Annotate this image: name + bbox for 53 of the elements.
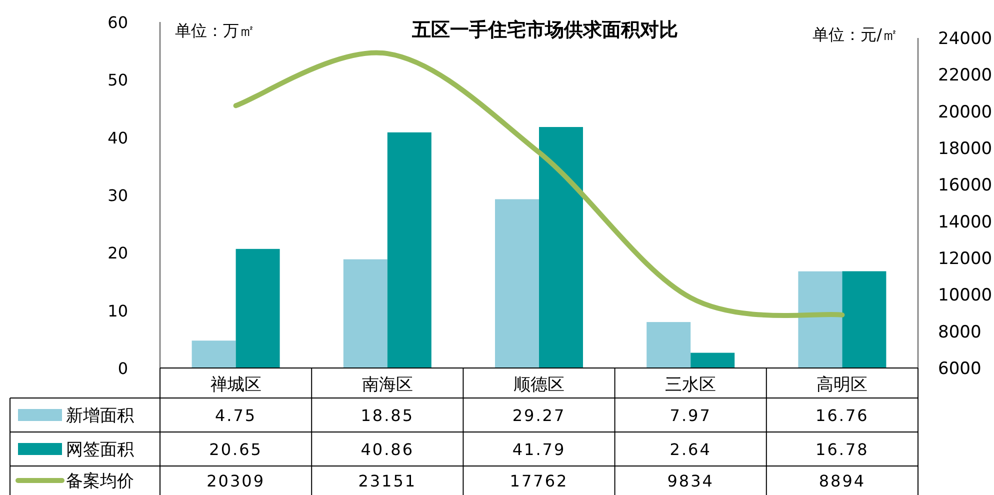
bar — [842, 271, 886, 368]
legend-label: 备案均价 — [66, 472, 134, 492]
y-tick-label: 40 — [108, 128, 128, 148]
data-label: 29.27 — [512, 406, 566, 425]
legend-label: 新增面积 — [66, 406, 134, 426]
bar — [236, 248, 280, 368]
bar — [343, 259, 388, 368]
y-tick-label: 50 — [108, 70, 128, 90]
chart-title: 五区一手住宅市场供求面积对比 — [411, 19, 678, 41]
bar — [539, 127, 583, 368]
y2-tick-label: 20000 — [938, 102, 992, 122]
y2-tick-label: 6000 — [938, 359, 982, 379]
y2-tick-label: 12000 — [938, 249, 992, 269]
y2-tick-label: 22000 — [938, 66, 992, 86]
data-label: 20309 — [206, 472, 266, 490]
bar — [690, 352, 735, 368]
bar — [387, 132, 432, 368]
y2-tick-label: 8000 — [938, 322, 982, 342]
x-tick-label: 顺德区 — [514, 375, 564, 395]
bar — [495, 199, 539, 368]
x-tick-label: 高明区 — [816, 375, 868, 395]
legend-label: 网签面积 — [66, 440, 134, 460]
y2-axis-title: 单位：元/㎡ — [812, 25, 898, 44]
y-tick-label: 0 — [118, 359, 128, 378]
y2-tick-label: 16000 — [938, 176, 992, 196]
data-label: 16.76 — [816, 406, 869, 425]
data-label: 17762 — [510, 472, 568, 490]
data-label: 18.85 — [360, 406, 414, 425]
data-label: 40.86 — [360, 440, 414, 459]
x-tick-label: 南海区 — [362, 375, 413, 395]
y-axis-title: 单位：万㎡ — [175, 21, 255, 40]
data-label: 7.97 — [670, 406, 712, 425]
data-label: 4.75 — [214, 406, 257, 425]
data-label: 8894 — [818, 472, 866, 490]
data-label: 41.79 — [512, 440, 566, 459]
x-tick-label: 三水区 — [665, 375, 716, 395]
y2-tick-label: 18000 — [938, 139, 992, 159]
y-tick-label: 20 — [108, 244, 128, 263]
data-label: 20.65 — [209, 440, 262, 459]
data-label: 23151 — [358, 472, 417, 490]
bar — [646, 322, 691, 368]
y2-tick-label: 14000 — [938, 212, 992, 232]
data-label: 9834 — [667, 472, 714, 490]
y-tick-label: 10 — [108, 301, 128, 320]
data-label: 2.64 — [670, 440, 712, 459]
data-label: 16.78 — [816, 440, 869, 459]
y2-tick-label: 10000 — [938, 286, 992, 306]
bar — [798, 271, 842, 368]
x-tick-label: 禅城区 — [210, 375, 262, 395]
y-tick-label: 60 — [108, 13, 128, 32]
y-tick-label: 30 — [108, 186, 128, 205]
bar — [192, 340, 236, 368]
y2-tick-label: 24000 — [938, 29, 992, 49]
